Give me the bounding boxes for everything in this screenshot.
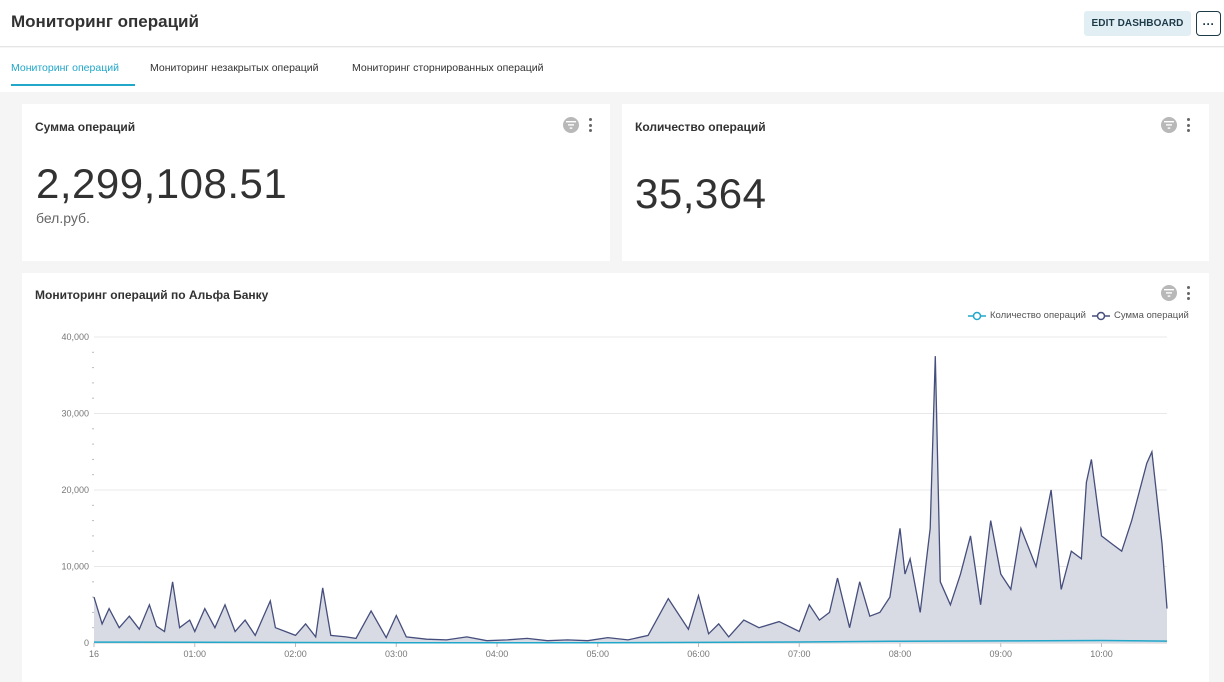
legend-item-sum[interactable]: Сумма операций	[1092, 310, 1189, 321]
sum-unit: бел.руб.	[36, 210, 90, 226]
filter-icon[interactable]	[1161, 285, 1177, 301]
x-tick-label: 08:00	[889, 649, 912, 659]
x-tick-label: 06:00	[687, 649, 710, 659]
y-tick-label: 30,000	[61, 409, 89, 419]
top-bar: Мониторинг операций EDIT DASHBOARD ···	[0, 0, 1224, 47]
count-series-line	[93, 639, 1168, 644]
x-tick-label: 16	[89, 649, 99, 659]
legend-count-marker	[968, 311, 986, 320]
tab-unclosed-operations[interactable]: Мониторинг незакрытых операций	[150, 62, 319, 74]
operations-chart: 0 10,000 20,000 30,000 40,000 16 01:00 02:00 03:…	[61, 332, 1168, 659]
y-tick-label: 20,000	[61, 485, 89, 495]
y-tick-label: 40,000	[61, 332, 89, 342]
sum-card: Сумма операций 2,299,108.51 бел.руб.	[22, 104, 610, 261]
page-title: Мониторинг операций	[11, 12, 199, 31]
y-tick-label: 10,000	[61, 562, 89, 572]
more-icon[interactable]: ···	[1196, 11, 1221, 36]
tab-operations-monitoring[interactable]: Мониторинг операций	[11, 62, 119, 74]
tab-reversed-operations[interactable]: Мониторинг сторнированных операций	[352, 62, 544, 74]
x-tick-label: 10:00	[1090, 649, 1113, 659]
count-card-title: Количество операций	[635, 120, 766, 134]
count-card: Количество операций 35,364	[622, 104, 1209, 261]
active-tab-indicator	[11, 84, 135, 86]
kebab-icon[interactable]	[1187, 118, 1191, 132]
legend-count-label: Количество операций	[990, 310, 1086, 321]
x-tick-label: 01:00	[183, 649, 206, 659]
x-tick-label: 04:00	[486, 649, 509, 659]
count-value: 35,364	[635, 170, 767, 217]
filter-icon[interactable]	[563, 117, 579, 133]
chart-legend: Количество операций Сумма операций	[962, 310, 1189, 321]
tab-bar: Мониторинг операций Мониторинг незакрыты…	[0, 48, 1224, 92]
x-tick-label: 02:00	[284, 649, 307, 659]
y-tick-label: 0	[84, 638, 89, 648]
x-tick-label: 05:00	[586, 649, 609, 659]
x-tick-label: 09:00	[989, 649, 1012, 659]
sum-card-title: Сумма операций	[35, 120, 136, 134]
x-tick-label: 07:00	[788, 649, 811, 659]
x-tick-label: 03:00	[385, 649, 408, 659]
filter-icon[interactable]	[1161, 117, 1177, 133]
sum-value: 2,299,108.51	[36, 160, 288, 207]
legend-sum-label: Сумма операций	[1114, 310, 1189, 321]
chart-title: Мониторинг операций по Альфа Банку	[35, 288, 269, 302]
sum-series-line	[93, 356, 1168, 642]
sum-series-area	[94, 356, 1167, 643]
legend-sum-marker	[1092, 311, 1110, 320]
edit-dashboard-button[interactable]: EDIT DASHBOARD	[1084, 11, 1191, 36]
legend-item-count[interactable]: Количество операций	[968, 310, 1086, 321]
kebab-icon[interactable]	[1187, 286, 1191, 300]
kebab-icon[interactable]	[589, 118, 593, 132]
